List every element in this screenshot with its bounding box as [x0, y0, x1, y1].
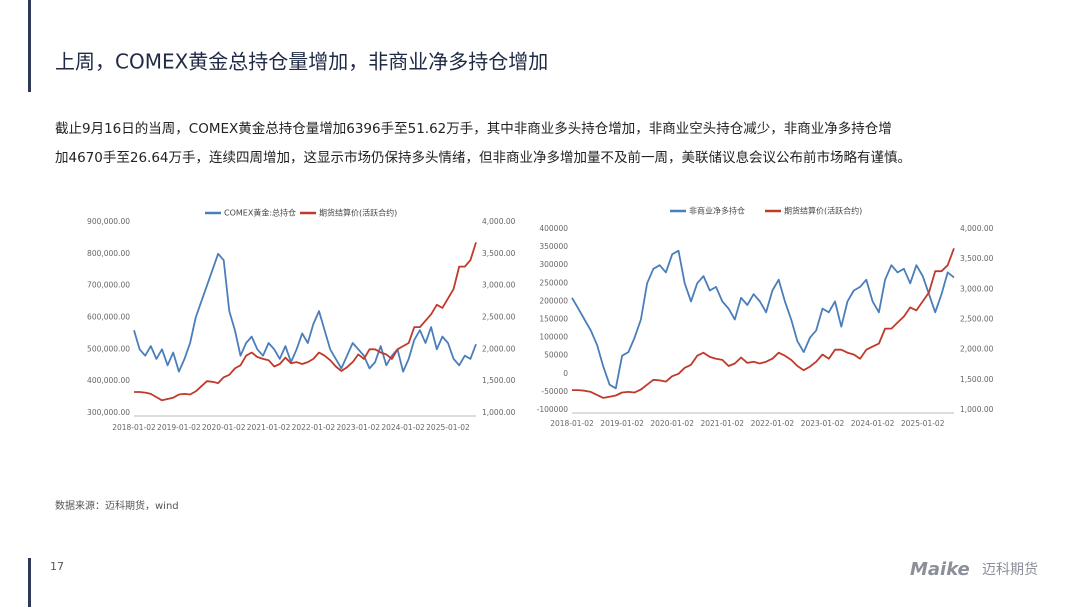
y-tick-label: 400,000.00	[87, 376, 130, 385]
x-tick-label: 2020-01-02	[650, 419, 694, 428]
y-tick-label: 500,000.00	[87, 344, 130, 353]
y-tick-label: 250000	[539, 278, 568, 287]
y-tick-label: 900,000.00	[87, 217, 130, 226]
y-tick-label: 50000	[544, 351, 568, 360]
x-tick-label: 2019-01-02	[600, 419, 644, 428]
series-line	[571, 249, 955, 390]
x-tick-label: 2025-01-02	[426, 423, 470, 432]
y2-tick-label: 1,500.00	[960, 375, 994, 384]
y2-tick-label: 1,500.00	[482, 376, 516, 385]
page-number: 17	[50, 560, 64, 573]
logo-brand: Maike	[910, 559, 970, 580]
legend-label: 期货结算价(活跃合约)	[319, 208, 397, 218]
slide-title: 上周，COMEX黄金总持仓量增加，非商业净多持仓增加	[55, 50, 548, 74]
y-tick-label: 150000	[539, 315, 568, 324]
accent-bar	[28, 0, 31, 92]
y2-tick-label: 2,000.00	[482, 344, 516, 353]
x-tick-label: 2025-01-02	[901, 419, 945, 428]
y-tick-label: 0	[563, 369, 568, 378]
x-tick-label: 2018-01-02	[112, 423, 156, 432]
series-line	[133, 252, 477, 373]
series-line	[134, 242, 477, 402]
x-tick-label: 2024-01-02	[381, 423, 425, 432]
paragraph-line: 截止9月16日的当周，COMEX黄金总持仓量增加6396手至51.62万手，其中…	[55, 120, 892, 137]
y2-tick-label: 2,500.00	[960, 315, 994, 324]
accent-bar	[28, 558, 31, 607]
y-tick-label: 200000	[539, 296, 568, 305]
paragraph-line: 加4670手至26.64万手，连续四周增加，这显示市场仍保持多头情绪，但非商业净…	[55, 149, 911, 166]
source: 数据来源：迈科期货，wind	[55, 499, 179, 512]
x-tick-label: 2019-01-02	[157, 423, 201, 432]
x-tick-label: 2024-01-02	[851, 419, 895, 428]
y2-tick-label: 1,000.00	[482, 408, 516, 417]
y-tick-label: 300,000.00	[87, 408, 130, 417]
x-tick-label: 2023-01-02	[336, 423, 380, 432]
y2-tick-label: 3,500.00	[482, 249, 516, 258]
y2-tick-label: 4,000.00	[482, 217, 516, 226]
y-tick-label: 400000	[539, 224, 568, 233]
legend-label: 非商业净多持仓	[689, 206, 745, 216]
x-tick-label: 2020-01-02	[202, 423, 246, 432]
x-tick-label: 2018-01-02	[550, 419, 594, 428]
y-tick-label: -100000	[537, 405, 569, 414]
y2-tick-label: 2,000.00	[960, 345, 994, 354]
y-tick-label: 600,000.00	[87, 313, 130, 322]
y2-tick-label: 4,000.00	[960, 224, 994, 233]
y2-tick-label: 2,500.00	[482, 313, 516, 322]
legend-label: 期货结算价(活跃合约)	[784, 206, 862, 216]
y2-tick-label: 3,000.00	[482, 281, 516, 290]
y-tick-label: -50000	[541, 387, 568, 396]
y2-tick-label: 3,000.00	[960, 284, 994, 293]
x-tick-label: 2022-01-02	[751, 419, 795, 428]
y-tick-label: 800,000.00	[87, 249, 130, 258]
x-tick-label: 2021-01-02	[247, 423, 291, 432]
y-tick-label: 300000	[539, 260, 568, 269]
y2-tick-label: 1,000.00	[960, 405, 994, 414]
legend-label: COMEX黄金:总持仓	[224, 208, 296, 218]
x-tick-label: 2022-01-02	[292, 423, 336, 432]
y2-tick-label: 3,500.00	[960, 254, 994, 263]
y-tick-label: 350000	[539, 242, 568, 251]
logo-name: 迈科期货	[982, 561, 1038, 578]
series-line	[572, 247, 955, 399]
x-tick-label: 2023-01-02	[801, 419, 845, 428]
y-tick-label: 100000	[539, 333, 568, 342]
x-tick-label: 2021-01-02	[700, 419, 744, 428]
y-tick-label: 700,000.00	[87, 281, 130, 290]
